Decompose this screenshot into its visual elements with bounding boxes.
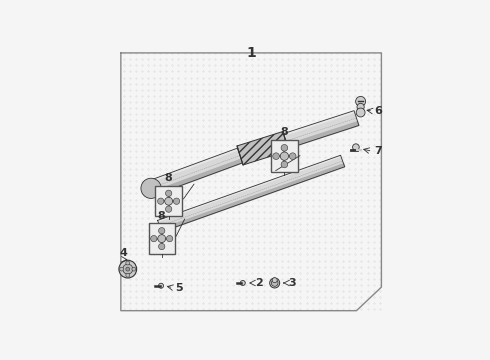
FancyBboxPatch shape	[270, 140, 298, 172]
Circle shape	[132, 267, 136, 271]
Text: 1: 1	[246, 46, 256, 60]
Polygon shape	[158, 158, 344, 232]
Circle shape	[240, 280, 245, 285]
Circle shape	[119, 260, 137, 278]
Circle shape	[141, 178, 161, 198]
Circle shape	[271, 280, 278, 286]
Text: 3: 3	[288, 278, 295, 288]
Circle shape	[273, 153, 279, 159]
Circle shape	[159, 228, 165, 234]
Text: 6: 6	[374, 106, 382, 116]
Circle shape	[356, 96, 366, 107]
Circle shape	[126, 273, 130, 277]
Circle shape	[126, 267, 130, 271]
Text: 8: 8	[164, 173, 172, 183]
Circle shape	[158, 198, 164, 204]
Circle shape	[120, 267, 123, 271]
Polygon shape	[237, 131, 289, 165]
Circle shape	[270, 278, 280, 288]
Circle shape	[272, 278, 277, 283]
Circle shape	[167, 235, 173, 242]
Polygon shape	[283, 111, 355, 137]
FancyBboxPatch shape	[148, 223, 175, 254]
Circle shape	[166, 206, 172, 212]
Circle shape	[126, 261, 130, 265]
Circle shape	[123, 264, 133, 274]
Circle shape	[159, 243, 165, 250]
Circle shape	[150, 235, 157, 242]
Text: 2: 2	[255, 278, 263, 288]
Circle shape	[166, 190, 172, 197]
Circle shape	[173, 198, 180, 204]
Polygon shape	[161, 164, 344, 232]
Text: 8: 8	[157, 211, 165, 221]
Text: 8: 8	[280, 127, 288, 138]
Polygon shape	[287, 122, 359, 148]
FancyBboxPatch shape	[155, 186, 182, 216]
Text: 4: 4	[119, 248, 127, 258]
Text: 5: 5	[175, 283, 182, 293]
Circle shape	[357, 103, 364, 111]
Polygon shape	[147, 159, 243, 197]
Circle shape	[159, 283, 164, 288]
Circle shape	[281, 161, 288, 168]
Circle shape	[356, 108, 365, 117]
Polygon shape	[144, 151, 243, 197]
Polygon shape	[143, 148, 239, 186]
Polygon shape	[284, 114, 359, 148]
Circle shape	[290, 153, 296, 159]
Circle shape	[353, 144, 359, 150]
Polygon shape	[158, 155, 342, 223]
Circle shape	[158, 235, 166, 243]
Circle shape	[281, 144, 288, 151]
Circle shape	[280, 152, 289, 160]
Text: 7: 7	[374, 146, 382, 156]
Circle shape	[165, 197, 172, 205]
